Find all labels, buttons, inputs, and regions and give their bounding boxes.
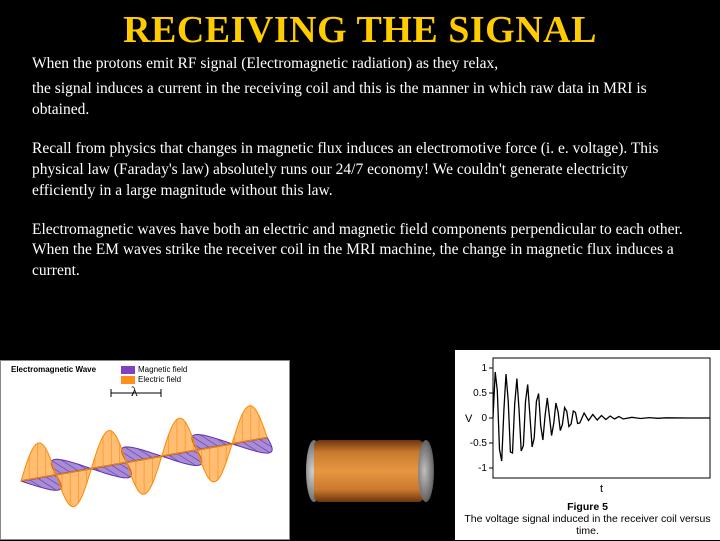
paragraph-2: the signal induces a current in the rece… [32, 79, 688, 121]
svg-text:0.5: 0.5 [473, 388, 487, 399]
svg-text:0: 0 [481, 413, 487, 424]
receiver-coil-image [292, 410, 447, 530]
paragraph-3: Recall from physics that changes in magn… [32, 139, 688, 202]
figures-row: Electromagnetic Wave Magnetic field Elec… [0, 350, 720, 540]
em-wave-svg [1, 361, 291, 541]
svg-text:t: t [600, 483, 603, 495]
coil-end-right [418, 440, 434, 502]
svg-text:-0.5: -0.5 [470, 438, 488, 449]
em-wave-diagram: Electromagnetic Wave Magnetic field Elec… [0, 360, 290, 540]
svg-text:-1: -1 [478, 463, 487, 474]
signal-caption-text: The voltage signal induced in the receiv… [464, 513, 710, 537]
paragraph-1: When the protons emit RF signal (Electro… [32, 54, 688, 75]
signal-caption-bold: Figure 5 [567, 501, 608, 513]
page-title: RECEIVING THE SIGNAL [32, 8, 688, 54]
svg-text:1: 1 [481, 363, 487, 374]
svg-text:V: V [465, 413, 473, 425]
signal-caption: Figure 5 The voltage signal induced in t… [455, 501, 720, 537]
signal-svg: -1 -0.5 0 0.5 1 Vt [455, 350, 720, 495]
coil-body [314, 440, 424, 502]
paragraph-4: Electromagnetic waves have both an elect… [32, 220, 688, 283]
voltage-signal-chart: -1 -0.5 0 0.5 1 Vt Figure 5 The voltage signa… [455, 350, 720, 540]
